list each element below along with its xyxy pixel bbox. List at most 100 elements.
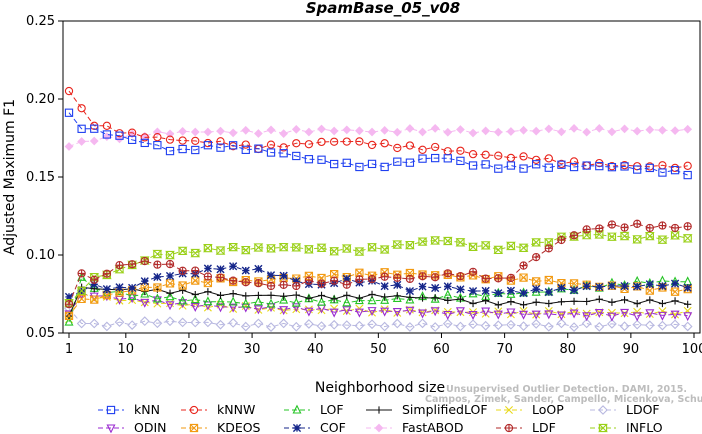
data-point-inflo (228, 242, 239, 252)
data-point-knn (165, 146, 175, 156)
data-point-knnw (165, 135, 175, 144)
data-point-inflo (278, 243, 289, 252)
data-point-knn (519, 164, 528, 173)
data-point-knn (279, 149, 288, 158)
data-point-knnw (102, 121, 112, 130)
data-point-cof (165, 271, 175, 281)
y-tick-label: 0.10 (26, 248, 55, 263)
data-point-lof (380, 294, 390, 304)
data-point-inflo (417, 237, 428, 246)
data-point-inflo (253, 243, 264, 252)
data-point-odin (165, 301, 175, 311)
data-point-knn (633, 165, 642, 174)
data-point-simplifiedlof (317, 291, 326, 299)
data-point-fastabod (89, 136, 99, 146)
data-point-ldf (683, 222, 692, 231)
data-point-knnw (178, 136, 187, 145)
data-point-cof (153, 272, 162, 282)
data-point-ldf (494, 274, 503, 283)
data-point-lof (266, 298, 276, 308)
data-point-knnw (266, 140, 276, 149)
data-point-fastabod (405, 124, 415, 133)
legend-label: SimplifiedLOF (402, 402, 488, 417)
data-point-fastabod (670, 126, 680, 136)
data-point-fastabod (430, 123, 440, 133)
legend-swatch-marker (505, 406, 513, 414)
data-point-kdeos (153, 283, 162, 292)
data-point-cof (582, 282, 591, 291)
y-tick-label: 0.25 (26, 14, 55, 29)
data-point-simplifiedlof (444, 296, 452, 305)
data-point-knn (658, 168, 667, 177)
data-point-knn (582, 161, 591, 170)
data-point-ldof (619, 321, 630, 332)
data-point-kdeos (532, 277, 541, 286)
data-point-knn (102, 130, 112, 139)
data-point-ldf (645, 223, 654, 233)
data-point-inflo (266, 244, 276, 253)
data-point-knn (645, 163, 654, 173)
data-point-cof (64, 292, 74, 301)
data-point-lof (178, 295, 188, 305)
data-point-ldf (178, 266, 187, 275)
data-point-knn (380, 162, 389, 172)
data-point-knn (683, 170, 692, 180)
data-point-simplifiedlof (381, 293, 389, 301)
data-point-ldf (519, 261, 528, 270)
data-point-inflo (543, 238, 554, 247)
data-point-inflo (202, 243, 213, 253)
data-point-cof (216, 265, 225, 274)
data-point-fastabod (266, 125, 276, 135)
data-point-ldof (114, 317, 125, 327)
data-point-knn (241, 145, 250, 154)
data-point-simplifiedlof (545, 299, 553, 308)
data-point-cof (140, 277, 149, 286)
data-point-knnw (494, 151, 503, 160)
legend-swatch-marker (598, 423, 608, 433)
data-point-cof (607, 281, 617, 290)
data-point-fastabod (607, 127, 617, 137)
data-point-lof (203, 296, 213, 306)
data-point-knn (494, 164, 503, 173)
data-point-ldof (430, 322, 441, 332)
data-point-knnw (77, 104, 86, 113)
data-point-fastabod (216, 126, 225, 136)
data-point-ldf (304, 276, 314, 285)
data-point-knn (64, 108, 74, 117)
data-point-simplifiedlof (646, 296, 654, 304)
data-point-ldof (367, 319, 377, 330)
data-point-lof (354, 295, 364, 305)
data-point-knnw (64, 86, 74, 96)
data-point-odin (178, 299, 188, 309)
data-point-odin (632, 312, 642, 322)
data-point-ldof (266, 322, 276, 332)
data-point-odin (493, 310, 503, 320)
data-point-inflo (329, 247, 340, 256)
data-point-simplifiedlof (267, 291, 275, 299)
data-point-knnw (532, 155, 541, 164)
data-point-cof (506, 286, 516, 295)
data-point-odin (670, 310, 680, 320)
data-point-ldof (240, 321, 251, 332)
data-point-ldof (632, 319, 643, 330)
data-point-odin (645, 309, 655, 319)
data-point-ldof (480, 320, 491, 331)
data-point-ldf (506, 273, 516, 283)
data-point-knn (557, 160, 566, 169)
data-point-cof (292, 277, 301, 286)
data-point-fastabod (418, 127, 427, 137)
x-tick-label: 1 (65, 342, 73, 357)
data-point-ldof (203, 317, 213, 328)
data-point-ldof (581, 318, 592, 329)
data-point-ldof (329, 319, 340, 330)
series-line-knnw (68, 90, 688, 169)
series-ldf (64, 219, 692, 309)
data-point-odin (594, 308, 604, 318)
data-point-simplifiedlof (355, 294, 364, 302)
data-point-loop (671, 310, 680, 319)
data-point-ldf (595, 224, 604, 233)
data-point-odin (89, 292, 99, 302)
legend-label: COF (320, 420, 346, 434)
data-point-ldof (392, 318, 403, 329)
data-point-ldof (455, 321, 466, 332)
